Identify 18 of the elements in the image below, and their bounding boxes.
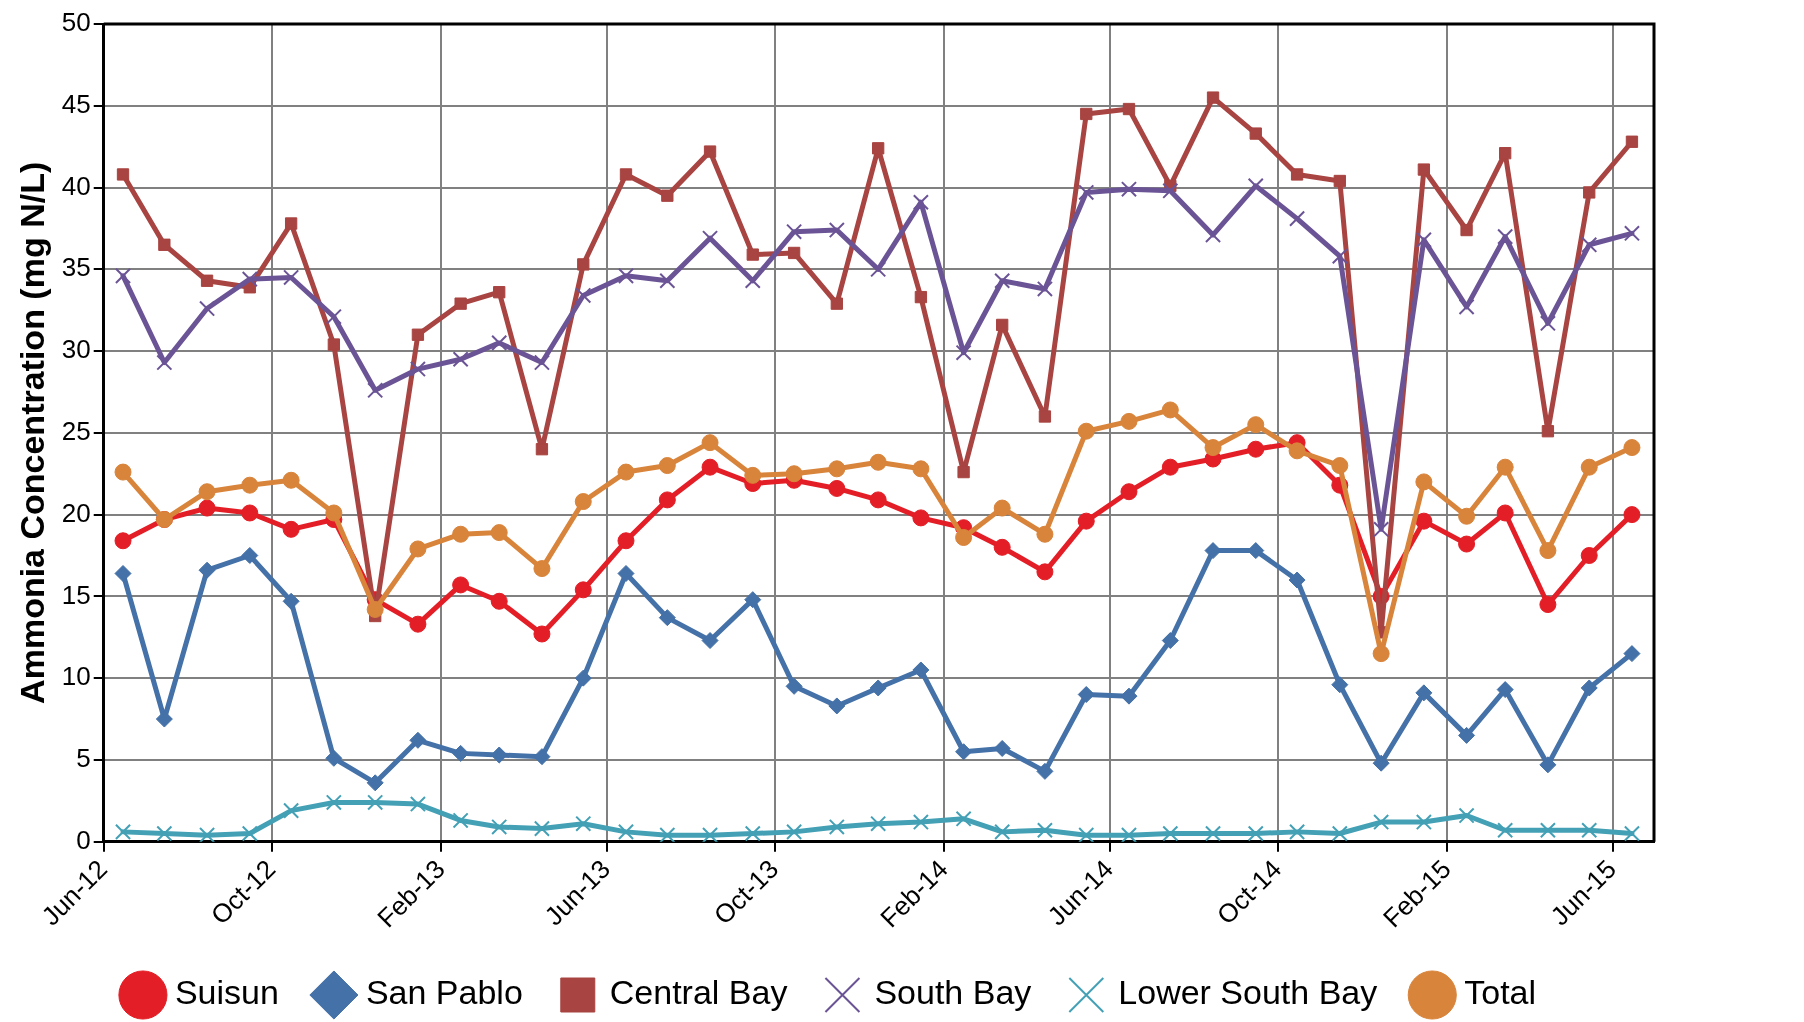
y-tick-label: 20 xyxy=(61,497,91,528)
y-tick-label: 25 xyxy=(61,416,91,447)
legend-label: South Bay xyxy=(874,973,1032,1012)
legend-label: Total xyxy=(1464,973,1537,1012)
y-tick-label: 35 xyxy=(61,252,91,283)
y-tick-label: 45 xyxy=(61,88,91,119)
y-tick-label: 0 xyxy=(76,824,91,855)
y-tick-label: 10 xyxy=(61,661,91,692)
legend-label: Suisun xyxy=(174,973,279,1012)
legend-label: San Pablo xyxy=(365,973,523,1012)
y-tick-label: 15 xyxy=(61,579,91,610)
y-tick-label: 30 xyxy=(61,334,91,365)
y-tick-label: 40 xyxy=(61,170,91,201)
y-tick-label: 5 xyxy=(76,743,91,774)
y-axis-title: Ammonia Concentration (mg N/L) xyxy=(12,161,51,704)
legend-label: Lower South Bay xyxy=(1118,973,1378,1012)
y-tick-label: 50 xyxy=(61,7,91,38)
legend-label: Central Bay xyxy=(609,973,788,1012)
